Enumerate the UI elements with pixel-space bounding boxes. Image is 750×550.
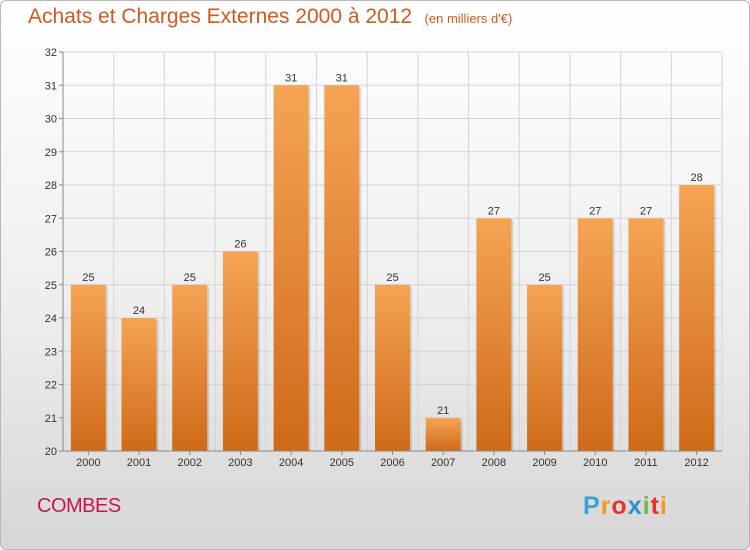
bar [172,284,208,451]
bar [628,218,664,451]
logo-letter: i [659,492,668,520]
y-tick-label: 26 [45,247,57,259]
x-tick-label: 2006 [380,457,404,469]
y-tick-label: 20 [45,446,57,458]
x-tick-label: 2012 [684,457,708,469]
commune-name: COMBES [37,495,121,517]
logo-letter: P [583,492,601,520]
x-tick-label: 2003 [228,457,252,469]
bar [679,185,715,451]
bar-value-label: 27 [640,205,652,217]
bars: 25 24 25 26 31 31 25 21 27 25 27 27 28 [70,72,717,451]
bar-value-label: 31 [285,72,297,84]
x-tick-label: 2011 [634,457,658,469]
bar [375,284,410,451]
y-tick-label: 21 [45,413,57,425]
y-tick-label: 30 [45,114,57,126]
y-tick-label: 29 [45,147,57,159]
bar-value-label: 25 [538,272,550,284]
chart-title: Achats et Charges Externes 2000 à 2012 [28,5,413,28]
y-tick-label: 28 [45,180,57,192]
bar [425,417,461,451]
logo-letter: o [611,492,628,520]
y-tick-label: 24 [45,313,57,325]
bar [324,85,360,451]
x-tick-label: 2000 [76,457,100,469]
bar [70,284,106,451]
x-tick-label: 2001 [127,457,151,469]
logo-letter: x [627,492,643,520]
y-tick-label: 31 [45,80,57,92]
bar-value-label: 21 [437,405,449,417]
chart-subtitle: (en milliers d'€) [424,11,513,26]
x-tick-label: 2010 [583,457,607,469]
y-tick-label: 25 [45,280,57,292]
proxiti-logo: Proxiti [583,492,668,521]
bar [527,284,563,451]
x-tick-label: 2007 [431,457,455,469]
bar-value-label: 28 [691,172,703,184]
logo-letter: r [600,492,612,520]
bar-value-label: 27 [488,205,500,217]
x-tick-label: 2002 [177,457,201,469]
bar-value-label: 31 [336,72,348,84]
bar-value-label: 26 [234,239,246,251]
bar-value-label: 25 [386,272,398,284]
logo-letter: t [650,492,660,520]
y-tick-label: 22 [45,380,57,392]
x-tick-label: 2005 [330,457,354,469]
y-tick-label: 27 [45,213,57,225]
bar [222,251,258,451]
bar-value-label: 25 [184,272,196,284]
bar-value-label: 27 [589,205,601,217]
y-tick-label: 32 [45,47,57,59]
bar [476,218,512,451]
y-tick-label: 23 [45,346,57,358]
bar [577,218,613,451]
x-tick-label: 2004 [279,457,303,469]
x-tick-label: 2009 [532,457,556,469]
bar [121,318,157,451]
bar [273,85,309,451]
x-tick-label: 2008 [482,457,506,469]
chart-title-block: Achats et Charges Externes 2000 à 2012 (… [28,5,512,29]
bar-value-label: 24 [133,305,145,317]
logo-letter: i [642,492,651,520]
axes: 20 21 22 23 24 25 26 27 28 29 30 31 32 2000 2001 2002 20… [45,47,722,469]
bar-value-label: 25 [82,272,94,284]
